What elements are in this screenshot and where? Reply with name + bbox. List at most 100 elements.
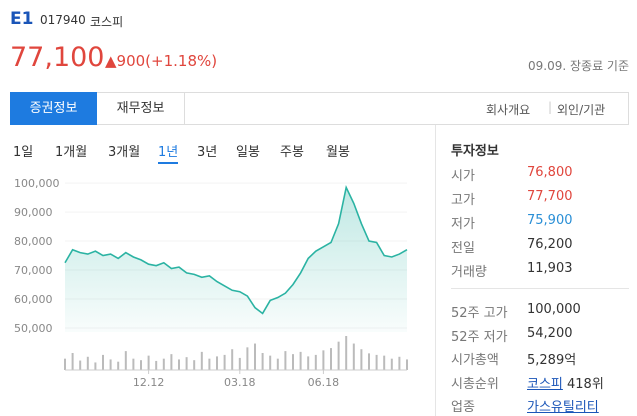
period-tab[interactable]: 3년 [197, 145, 218, 160]
divider [435, 125, 436, 416]
info-value: 76,800 [527, 165, 573, 180]
volume-bar [246, 347, 249, 370]
volume-bar [79, 360, 82, 370]
period-tab[interactable]: 1년 [158, 141, 179, 164]
info-link[interactable]: 가스유틸리티 [527, 400, 599, 415]
volume-bar [299, 351, 302, 370]
info-label: 업종 [451, 400, 475, 415]
stock-name[interactable]: E1 [10, 9, 34, 29]
volume-bar [71, 353, 74, 370]
divider: | [548, 100, 553, 114]
volume-bar [261, 353, 264, 370]
volume-bar [185, 357, 188, 370]
info-value: 75,900 [527, 213, 573, 228]
volume-bar [208, 358, 211, 370]
volume-bar [398, 356, 401, 370]
volume-bar [124, 351, 127, 370]
volume-bar [390, 358, 393, 370]
stock-code: 017940 [40, 13, 86, 27]
period-tab[interactable]: 3개월 [108, 145, 141, 160]
volume-bar [231, 349, 234, 370]
info-title: 투자정보 [451, 144, 499, 159]
volume-bar [284, 351, 287, 370]
info-label: 52주 저가 [451, 329, 508, 345]
period-tab[interactable]: 1일 [13, 145, 34, 160]
volume-bar [254, 343, 256, 370]
market: 코스피 [90, 15, 124, 29]
y-tick-label: 90,000 [14, 206, 53, 219]
volume-bar [162, 358, 165, 370]
volume-bar [352, 343, 355, 370]
info-value: 77,700 [527, 189, 573, 204]
x-tick-label: 12.12 [133, 376, 165, 389]
y-tick-label: 100,000 [14, 177, 60, 190]
volume-bar [314, 354, 317, 370]
link[interactable]: 외인/기관 [557, 103, 606, 117]
volume-bar [337, 341, 340, 370]
volume-bar [170, 354, 173, 370]
info-value: 11,903 [527, 261, 573, 276]
price-line [64, 184, 408, 315]
info-label: 시가 [451, 169, 475, 184]
volume-bar [360, 349, 363, 370]
x-tick-label: 03.18 [224, 376, 256, 389]
volume-bar [155, 360, 158, 370]
volume-bar [64, 358, 66, 370]
volume-bar [375, 354, 378, 370]
price: 77,100 [10, 42, 105, 73]
volume-bar [307, 356, 310, 370]
info-value: 76,200 [527, 237, 573, 252]
info-link[interactable]: 코스피 [527, 376, 563, 392]
volume-bar [94, 362, 97, 370]
volume-bar [223, 354, 226, 370]
info-value: 100,000 [527, 302, 581, 317]
info-value: 418위 [567, 376, 604, 392]
info-label: 전일 [451, 241, 475, 256]
volume-bar [383, 355, 386, 370]
volume-bar [132, 358, 135, 370]
period-tab[interactable]: 월봉 [326, 145, 350, 160]
info-label: 시총순위 [451, 376, 499, 392]
info-value: 5,289억 [527, 353, 577, 368]
y-tick-label: 50,000 [14, 322, 53, 335]
volume-bar [117, 361, 120, 370]
price-change: ▲900(+1.18%) [105, 52, 218, 70]
info-label: 시가총액 [451, 353, 499, 368]
tab[interactable]: 증권정보 [10, 92, 97, 125]
tab[interactable]: 재무정보 [97, 92, 185, 125]
volume-bar [276, 358, 279, 370]
chart: 100,000 90,000 80,000 70,000 60,000 50,000 12.… [14, 177, 408, 389]
volume-bar [368, 353, 370, 370]
y-tick-label: 70,000 [14, 264, 53, 277]
volume-bar [140, 360, 142, 370]
info-label: 고가 [451, 193, 475, 208]
volume-bar [86, 356, 89, 370]
volume-bar [102, 354, 104, 370]
info-label: 거래량 [451, 265, 487, 280]
info-value: 54,200 [527, 325, 573, 341]
info-label: 저가 [451, 217, 475, 232]
volume-bar [269, 355, 272, 370]
link[interactable]: 회사개요 [486, 103, 531, 117]
divider [451, 288, 629, 289]
x-tick-label: 06.18 [308, 376, 340, 389]
date: 09.09. 장종료 기준 [528, 59, 629, 73]
volume-bar [216, 356, 218, 370]
volume-bar [345, 336, 348, 370]
period-tab[interactable]: 1개월 [55, 145, 88, 160]
volume-bar [330, 348, 332, 370]
area [65, 187, 407, 332]
volume-bar [322, 350, 325, 370]
volume-bar [200, 351, 203, 370]
info-label: 52주 고가 [451, 306, 508, 321]
volume-bar [147, 355, 150, 370]
volume-bar [406, 359, 408, 370]
volume-bar [109, 359, 112, 370]
y-tick-label: 80,000 [14, 235, 53, 248]
period-tab[interactable]: 일봉 [236, 145, 260, 160]
volume-bar [178, 359, 180, 370]
period-tab[interactable]: 주봉 [280, 145, 304, 160]
volume-bar [292, 354, 294, 370]
volume-bar [193, 360, 196, 370]
